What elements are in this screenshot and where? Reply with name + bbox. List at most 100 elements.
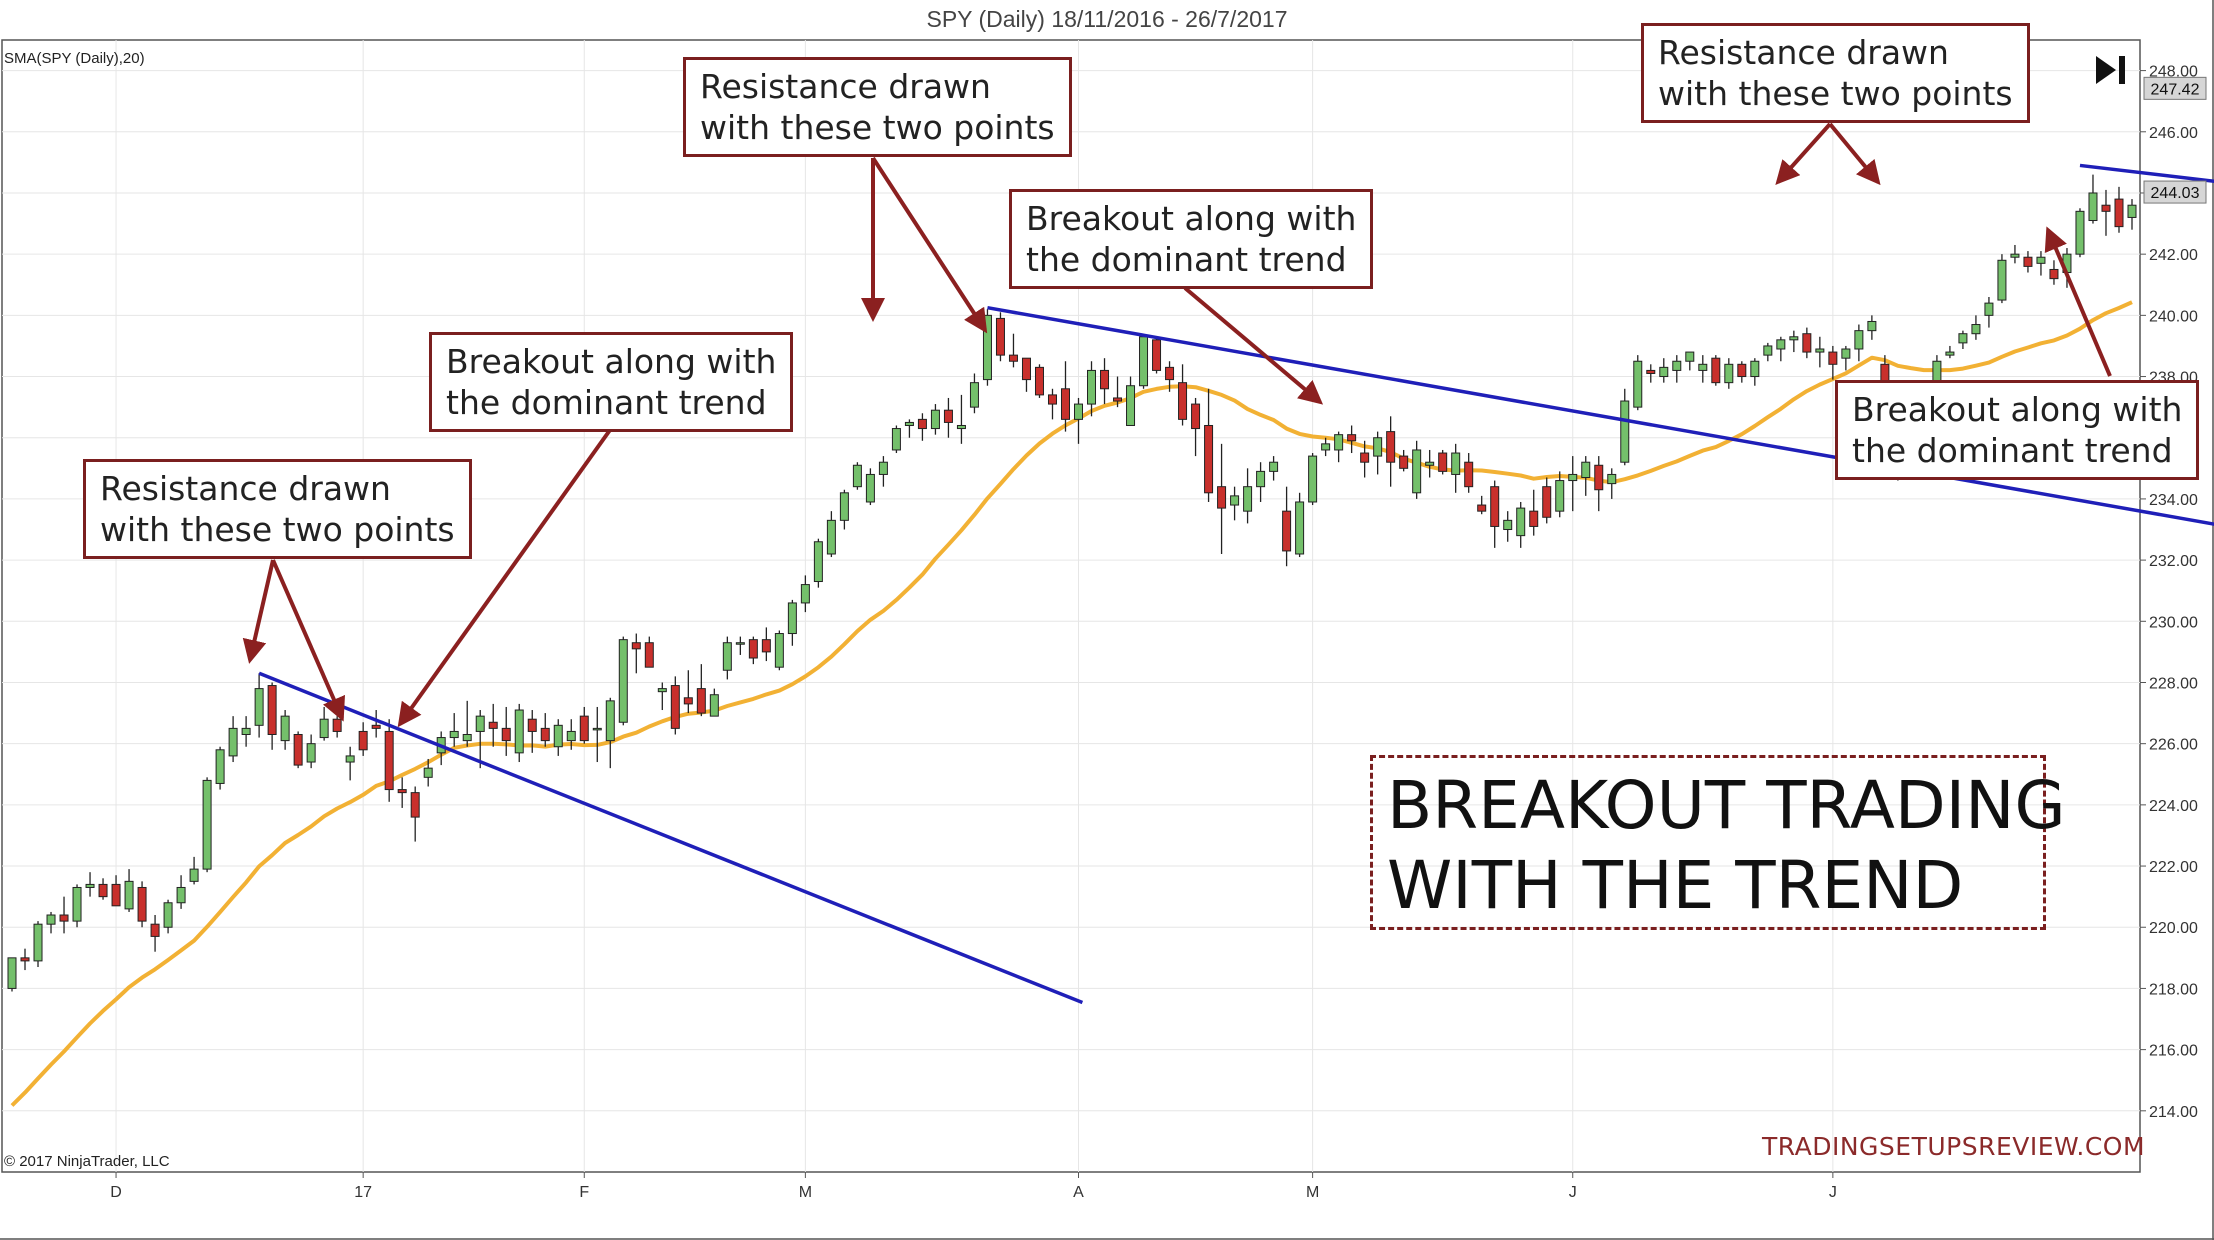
candle-body [1828,351,1838,365]
annotation-line: Resistance drawn [100,469,391,508]
candle-body [956,424,966,430]
candle-body [488,721,498,729]
candle-body [514,709,524,754]
y-tick-label: 246.00 [2149,125,2198,142]
annotation-breakout-1: Breakout along with the dominant trend [429,332,794,432]
candle-body [813,541,823,583]
candle-body [371,724,381,729]
y-tick-label: 242.00 [2149,247,2198,264]
y-tick-label: 214.00 [2149,1104,2198,1121]
candle-body [1152,339,1162,371]
arrow-breakout-1 [397,428,612,728]
headline-line: WITH THE TREND [1387,847,1964,924]
candle-body [1334,434,1344,451]
candle-body [1659,366,1669,378]
candle-body [1464,461,1474,488]
candle-body [2049,268,2059,280]
candle-body [995,317,1005,356]
candle-body [1867,320,1877,332]
x-tick-label: M [1306,1184,1319,1201]
candle-body [1633,360,1643,408]
candle-body [215,749,225,784]
candle-body [787,602,797,635]
y-tick-label: 220.00 [2149,920,2198,937]
candle-body [280,715,290,742]
candle-body [969,382,979,408]
candle-body [839,492,849,521]
candle-body [735,642,745,645]
annotation-line: Breakout along with [1852,390,2183,429]
candle-body [241,727,251,735]
watermark-text: TRADINGSETUPSREVIEW.COM [1762,1132,2146,1161]
y-tick-label: 218.00 [2149,981,2198,998]
candle-body [1412,449,1422,494]
candle-body [1321,443,1331,451]
candle-body [2101,204,2111,212]
candle-body [579,715,589,742]
candle-body [462,733,472,742]
candle-body [1295,501,1305,555]
candle-body [124,880,134,910]
candle-body [1113,397,1123,402]
candle-body [605,700,615,742]
candle-body [319,718,329,739]
candle-body [33,923,43,962]
candle-body [761,639,771,653]
candle-body [189,868,199,882]
candle-body [137,886,147,922]
copyright-text: © 2017 NinjaTrader, LLC [4,1153,170,1170]
indicator-label: SMA(SPY (Daily),20) [4,50,145,67]
candle-body [1477,504,1487,512]
annotation-resistance-1: Resistance drawn with these two points [83,459,472,559]
annotation-line: with these two points [700,108,1055,147]
candle-body [800,584,810,604]
candle-body [1750,360,1760,378]
candle-body [1607,473,1617,485]
candle-body [865,473,875,503]
candle-body [59,914,69,922]
price-marker-label: 247.42 [2151,81,2200,98]
candle-body [1087,369,1097,405]
arrow-breakout-3 [2044,226,2112,377]
candle-body [1568,473,1578,482]
candle-body [358,730,368,751]
candle-body [410,792,420,818]
candle-body [1516,507,1526,537]
candle-body [1399,455,1409,469]
candle-body [1425,461,1435,466]
candle-body [930,409,940,430]
annotation-line: Resistance drawn [700,67,991,106]
y-tick-label: 222.00 [2149,859,2198,876]
candle-body [1490,486,1500,527]
candle-body [1542,486,1552,518]
candle-body [1802,333,1812,353]
candle-body [1841,348,1851,359]
candle-body [293,733,303,766]
candle-body [1360,452,1370,463]
candle-body [85,883,95,888]
candle-body [1021,357,1031,381]
x-tick-label: A [1073,1184,1084,1201]
candle-body [384,730,394,791]
candle-body [1178,382,1188,420]
y-tick-label: 226.00 [2149,737,2198,754]
candle-body [670,685,680,729]
candle-body [943,409,953,423]
chart-title: SPY (Daily) 18/11/2016 - 26/7/2017 [926,6,1288,32]
annotation-line: the dominant trend [1852,431,2173,470]
candle-body [1724,363,1734,384]
candle-body [1646,369,1656,374]
annotation-line: with these two points [100,510,455,549]
annotation-line: Resistance drawn [1658,33,1949,72]
y-tick-label: 224.00 [2149,798,2198,815]
resistance-line-1 [258,671,1084,1005]
candle-body [2023,256,2033,267]
annotation-line: Breakout along with [1026,199,1357,238]
sma-line [10,300,2133,1107]
candle-body [2010,253,2020,258]
x-tick-label: F [579,1184,589,1201]
jump-to-end-icon[interactable] [2094,54,2128,86]
arrow-resistance-3a [1775,122,1832,185]
candle-body [20,957,30,962]
